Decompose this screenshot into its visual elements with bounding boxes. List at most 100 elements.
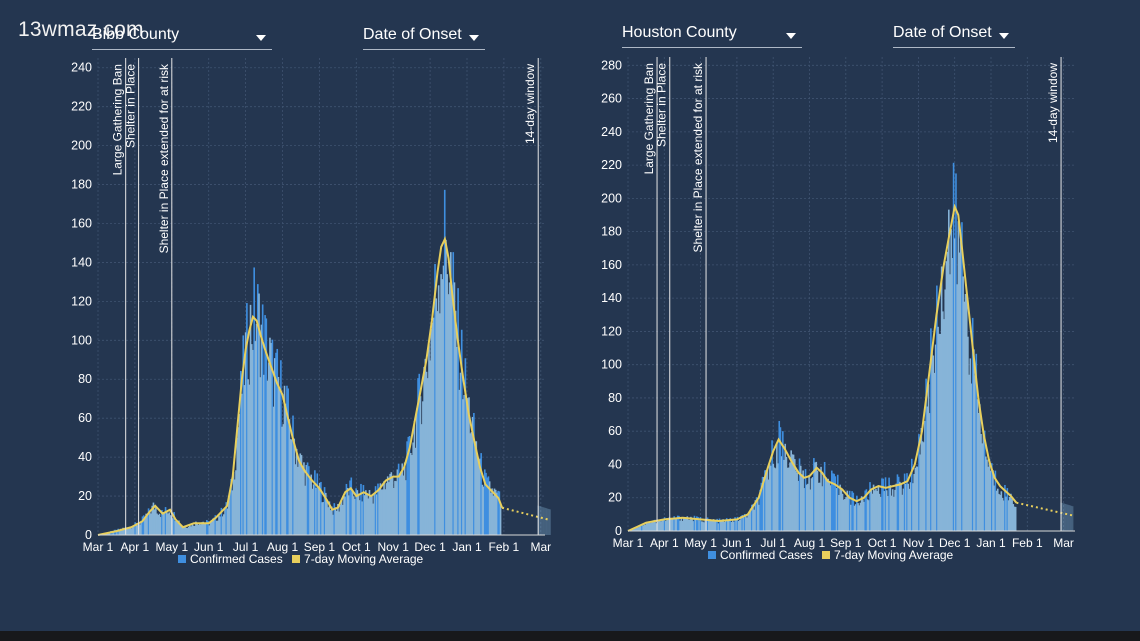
daily-case-bar <box>762 477 765 531</box>
daily-case-bar <box>254 341 257 535</box>
daily-case-bar <box>950 229 952 531</box>
daily-case-bar <box>493 488 496 535</box>
daily-case-bar <box>900 483 902 531</box>
daily-case-bar <box>834 476 837 531</box>
annotation-label: Large Gathering Ban <box>642 63 656 174</box>
legend-cases-label: Confirmed Cases <box>190 552 283 566</box>
daily-case-bar <box>713 520 716 531</box>
daily-case-bar <box>412 442 414 535</box>
daily-case-bar <box>250 344 253 535</box>
x-tick-label: Mar 1 <box>613 536 644 550</box>
y-tick-label: 60 <box>78 411 92 425</box>
daily-case-bar <box>373 494 376 535</box>
daily-case-bar <box>933 372 936 531</box>
daily-case-bar <box>857 503 859 531</box>
recent-case-bar <box>1065 503 1067 531</box>
y-tick-label: 200 <box>601 191 622 205</box>
daily-case-bar <box>998 493 1000 531</box>
daily-case-bar <box>932 355 935 531</box>
y-tick-label: 80 <box>608 391 622 405</box>
daily-case-bar <box>679 520 681 531</box>
daily-case-bar <box>832 473 834 531</box>
daily-case-bar <box>967 336 969 531</box>
daily-case-bar <box>219 516 221 535</box>
x-tick-label: Dec 1 <box>414 540 446 554</box>
x-tick-label: Mar 1 <box>83 540 114 554</box>
daily-case-bar <box>643 524 646 531</box>
daily-case-bar <box>988 459 991 531</box>
daily-case-bar <box>719 520 722 531</box>
daily-case-bar <box>141 516 144 535</box>
legend-average[interactable]: 7-day Moving Average <box>822 548 953 562</box>
daily-case-bar <box>803 488 806 531</box>
daily-case-bar <box>1013 506 1016 531</box>
daily-case-bar <box>754 500 757 531</box>
daily-case-bar <box>289 439 292 535</box>
legend-cases[interactable]: Confirmed Cases <box>178 552 283 566</box>
daily-case-bar <box>915 466 918 531</box>
y-tick-label: 220 <box>71 100 92 114</box>
daily-case-bar <box>730 522 733 531</box>
daily-case-bar <box>724 520 727 531</box>
daily-case-bar <box>759 489 761 531</box>
daily-case-bar <box>682 517 685 531</box>
daily-case-bar <box>235 470 237 535</box>
daily-case-bar <box>352 496 355 535</box>
daily-case-bar <box>820 466 822 531</box>
county-selector-left[interactable]: Bibb County <box>92 25 272 50</box>
daily-case-bar <box>324 492 327 535</box>
daily-case-bar <box>1014 506 1017 531</box>
daily-case-bar <box>220 507 223 535</box>
recent-case-bar <box>1061 502 1063 531</box>
daily-case-bar <box>156 513 158 535</box>
daily-case-bar <box>876 491 878 531</box>
daily-case-bar <box>150 513 152 535</box>
daily-case-bar <box>669 518 672 531</box>
daily-case-bar <box>902 488 905 531</box>
daily-case-bar <box>237 427 240 535</box>
daily-case-bar <box>119 528 122 535</box>
daily-case-bar <box>351 491 354 535</box>
legend-cases[interactable]: Confirmed Cases <box>708 548 813 562</box>
daily-case-bar <box>872 484 875 531</box>
recent-case-bar <box>549 509 551 535</box>
daily-case-bar <box>793 459 796 531</box>
daily-case-bar <box>903 473 906 531</box>
daily-case-bar <box>755 497 758 531</box>
daily-case-bar <box>895 483 898 531</box>
daily-case-bar <box>938 333 941 531</box>
daily-case-bar <box>922 442 925 531</box>
daily-case-bar <box>203 522 206 535</box>
y-tick-label: 120 <box>71 294 92 308</box>
daily-case-bar <box>428 344 430 535</box>
daily-case-bar <box>208 525 211 535</box>
daily-case-bar <box>429 360 431 535</box>
daily-case-bar <box>665 521 667 531</box>
daily-case-bar <box>402 475 405 535</box>
daily-case-bar <box>168 512 171 535</box>
date-selector-right[interactable]: Date of Onset <box>893 23 1015 48</box>
daily-case-bar <box>828 482 831 531</box>
daily-case-bar <box>385 483 388 535</box>
daily-case-bar <box>989 470 992 531</box>
daily-case-bar <box>649 523 652 531</box>
legend-cases-swatch <box>178 555 186 563</box>
daily-case-bar <box>802 470 804 531</box>
county-selector-right[interactable]: Houston County <box>622 23 802 48</box>
daily-case-bar <box>890 495 893 531</box>
daily-case-bar <box>710 519 712 531</box>
daily-case-bar <box>257 284 259 535</box>
daily-case-bar <box>135 523 138 535</box>
daily-case-bar <box>865 489 868 531</box>
x-tick-label: Aug 1 <box>267 540 299 554</box>
date-selector-left[interactable]: Date of Onset <box>363 25 485 50</box>
daily-case-bar <box>786 467 789 531</box>
legend-average[interactable]: 7-day Moving Average <box>292 552 423 566</box>
daily-case-bar <box>297 466 299 535</box>
daily-case-bar <box>377 483 379 535</box>
y-tick-label: 280 <box>601 58 622 72</box>
annotation-label: Shelter in Place <box>655 63 669 147</box>
daily-case-bar <box>829 485 832 531</box>
daily-case-bar <box>307 466 310 535</box>
legend-average-label: 7-day Moving Average <box>304 552 424 566</box>
